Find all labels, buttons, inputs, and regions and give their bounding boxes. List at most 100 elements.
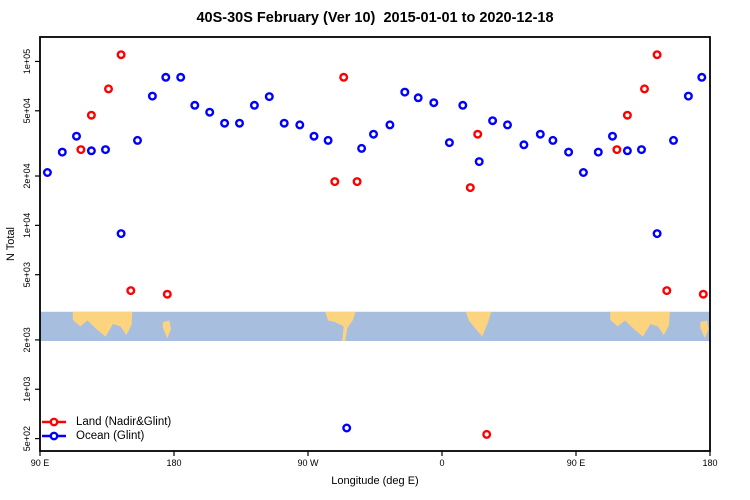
y-tick-label: 2e+03 <box>22 327 32 352</box>
data-point-ocean <box>683 91 693 101</box>
data-point-ocean <box>249 100 259 110</box>
data-point-ocean <box>474 157 484 167</box>
x-tick-label: 180 <box>166 458 181 468</box>
land-series-marker-icon <box>42 417 66 427</box>
data-point-land <box>339 72 349 82</box>
plot-box <box>39 36 711 452</box>
x-tick-label: 0 <box>439 458 444 468</box>
data-point-ocean <box>400 87 410 97</box>
data-point-land <box>640 84 650 94</box>
data-point-land <box>622 110 632 120</box>
chart-title: 40S-30S February (Ver 10) 2015-01-01 to … <box>196 10 554 26</box>
map-band-land-australia-east <box>610 311 670 337</box>
data-point-ocean <box>444 138 454 148</box>
data-point-ocean <box>488 116 498 126</box>
data-point-ocean <box>161 72 171 82</box>
data-point-ocean <box>429 98 439 108</box>
data-point-land <box>162 289 172 299</box>
data-point-ocean <box>608 131 618 141</box>
data-point-ocean <box>578 167 588 177</box>
y-axis-title: N Total <box>5 226 17 262</box>
data-point-ocean <box>309 131 319 141</box>
map-band-ocean <box>40 311 710 341</box>
data-point-land <box>482 429 492 439</box>
map-band-land-south-africa <box>465 311 492 337</box>
data-point-land <box>473 129 483 139</box>
y-tick-label: 1e+05 <box>22 49 32 74</box>
x-tick-label: 90 W <box>297 458 319 468</box>
x-axis-title: Longitude (deg E) <box>331 475 419 487</box>
data-point-land <box>652 50 662 60</box>
data-point-land <box>352 177 362 187</box>
data-point-land <box>116 50 126 60</box>
data-point-ocean <box>564 147 574 157</box>
x-tick-label: 180 <box>702 458 717 468</box>
data-point-land <box>126 286 136 296</box>
data-point-land <box>465 183 475 193</box>
data-point-ocean <box>697 72 707 82</box>
data-point-ocean <box>503 120 513 130</box>
y-tick-label: 1e+03 <box>22 377 32 402</box>
data-point-land <box>103 84 113 94</box>
ocean-legend-circle <box>49 431 59 441</box>
data-point-ocean <box>42 167 52 177</box>
map-band <box>40 311 710 341</box>
y-tick-label: 5e+04 <box>22 98 32 123</box>
data-point-ocean <box>190 100 200 110</box>
data-point-land <box>612 145 622 155</box>
data-point-ocean <box>176 72 186 82</box>
data-point-ocean <box>593 147 603 157</box>
legend-item-ocean: Ocean (Glint) <box>41 429 171 443</box>
data-point-ocean <box>220 118 230 128</box>
data-point-ocean <box>369 129 379 139</box>
map-band-land-australia-west <box>72 311 133 337</box>
map-band-land-south-america <box>325 311 356 341</box>
data-point-ocean <box>132 135 142 145</box>
data-point-ocean <box>116 229 126 239</box>
x-tick-label: 90 E <box>31 458 50 468</box>
data-point-ocean <box>342 423 352 433</box>
data-point-ocean <box>357 143 367 153</box>
data-point-land <box>330 177 340 187</box>
data-point-ocean <box>535 129 545 139</box>
data-point-ocean <box>71 131 81 141</box>
data-point-ocean <box>622 146 632 156</box>
data-point-ocean <box>519 140 529 150</box>
map-band-land-new-zealand-east <box>700 320 709 339</box>
data-point-ocean <box>295 120 305 130</box>
y-tick-label: 5e+02 <box>22 426 32 451</box>
data-point-land <box>86 110 96 120</box>
data-point-ocean <box>669 135 679 145</box>
data-point-ocean <box>100 145 110 155</box>
data-point-land <box>698 289 708 299</box>
data-point-ocean <box>86 146 96 156</box>
data-point-ocean <box>637 145 647 155</box>
data-point-ocean <box>205 107 215 117</box>
legend-item-land: Land (Nadir&Glint) <box>41 415 171 429</box>
y-tick-label: 5e+03 <box>22 262 32 287</box>
data-point-ocean <box>323 135 333 145</box>
data-point-ocean <box>147 91 157 101</box>
legend-label-ocean: Ocean (Glint) <box>76 430 145 442</box>
ocean-series-marker-icon <box>42 431 66 441</box>
land-legend-circle <box>49 417 59 427</box>
legend-label-land: Land (Nadir&Glint) <box>76 416 172 428</box>
data-point-ocean <box>548 135 558 145</box>
x-tick-label: 90 E <box>567 458 586 468</box>
y-tick-label: 1e+04 <box>22 213 32 238</box>
data-point-ocean <box>652 229 662 239</box>
data-point-ocean <box>385 120 395 130</box>
data-point-ocean <box>413 93 423 103</box>
data-point-ocean <box>234 118 244 128</box>
legend: Land (Nadir&Glint) Ocean (Glint) <box>41 415 171 443</box>
data-point-ocean <box>57 147 67 157</box>
data-point-land <box>662 286 672 296</box>
data-point-ocean <box>264 92 274 102</box>
y-tick-label: 2e+04 <box>22 163 32 188</box>
map-band-land-new-zealand-west <box>162 320 171 339</box>
data-point-ocean <box>279 118 289 128</box>
data-point-ocean <box>458 100 468 110</box>
data-point-land <box>76 145 86 155</box>
